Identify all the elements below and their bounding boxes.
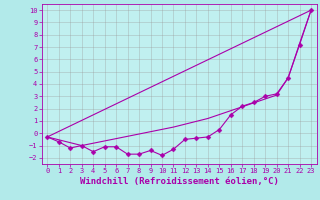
X-axis label: Windchill (Refroidissement éolien,°C): Windchill (Refroidissement éolien,°C) (80, 177, 279, 186)
